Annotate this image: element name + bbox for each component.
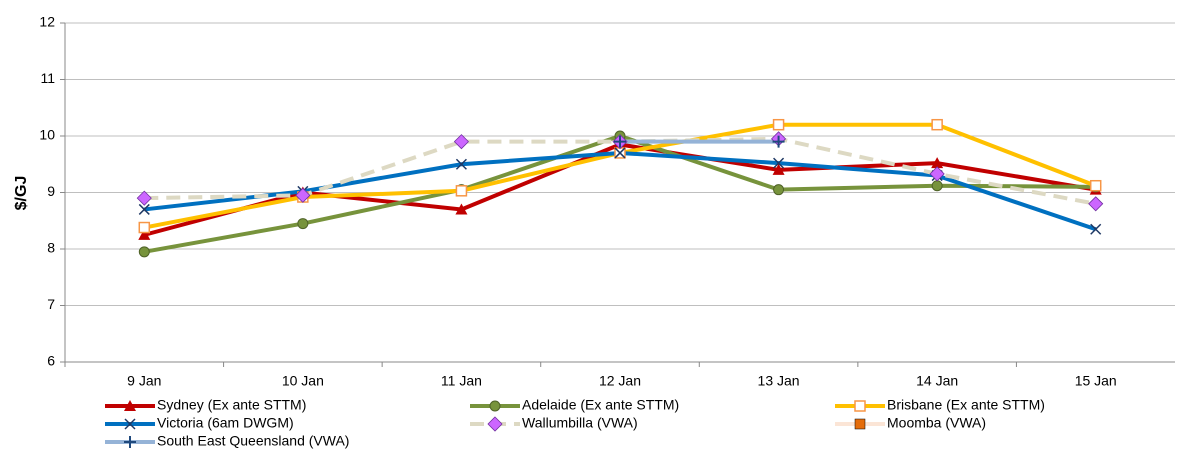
- y-tick-label: 7: [47, 296, 55, 312]
- marker: [854, 400, 866, 412]
- marker: [1089, 179, 1102, 192]
- marker: [773, 184, 785, 196]
- x-tick-label: 12 Jan: [599, 373, 641, 389]
- marker: [124, 400, 136, 411]
- marker: [138, 221, 151, 234]
- marker: [614, 147, 626, 159]
- x-tick-label: 14 Jan: [916, 373, 958, 389]
- marker: [453, 134, 469, 150]
- marker: [138, 228, 151, 240]
- marker: [772, 118, 785, 131]
- marker: [138, 203, 150, 215]
- marker: [455, 158, 467, 170]
- y-axis-label: $/GJ: [13, 176, 30, 211]
- x-tick-label: 11 Jan: [441, 373, 482, 389]
- legend-label: South East Queensland (VWA): [157, 433, 349, 449]
- legend-label: Sydney (Ex ante STTM): [157, 397, 306, 413]
- legend-label: Moomba (VWA): [887, 415, 986, 431]
- x-tick-label: 10 Jan: [282, 373, 324, 389]
- marker: [138, 246, 150, 258]
- marker: [1088, 196, 1104, 212]
- marker: [854, 418, 866, 430]
- marker: [124, 436, 136, 448]
- legend-label: Adelaide (Ex ante STTM): [522, 397, 679, 413]
- y-tick-label: 10: [39, 127, 55, 143]
- marker: [487, 416, 503, 432]
- marker: [773, 157, 785, 169]
- marker: [455, 203, 468, 215]
- y-tick-label: 6: [47, 353, 55, 369]
- y-tick-label: 12: [39, 14, 55, 30]
- marker: [489, 400, 501, 412]
- marker: [931, 118, 943, 131]
- marker: [772, 135, 785, 148]
- legend-label: Wallumbilla (VWA): [522, 415, 638, 431]
- marker: [929, 166, 945, 182]
- x-tick-label: 13 Jan: [758, 373, 800, 389]
- marker: [124, 418, 136, 430]
- y-tick-label: 11: [40, 70, 55, 86]
- x-tick-label: 9 Jan: [127, 373, 161, 389]
- legend-label: Brisbane (Ex ante STTM): [887, 397, 1045, 413]
- marker: [295, 187, 311, 203]
- marker: [297, 218, 309, 230]
- marker: [455, 185, 468, 197]
- legend-label: Victoria (6am DWGM): [157, 415, 294, 431]
- marker: [614, 135, 626, 148]
- marker: [931, 157, 944, 169]
- x-tick-label: 15 Jan: [1075, 373, 1117, 389]
- marker: [1090, 223, 1102, 235]
- marker: [931, 180, 943, 192]
- marker: [772, 163, 785, 175]
- marker: [136, 190, 152, 206]
- y-tick-label: 9: [47, 183, 55, 199]
- y-tick-label: 8: [47, 240, 55, 256]
